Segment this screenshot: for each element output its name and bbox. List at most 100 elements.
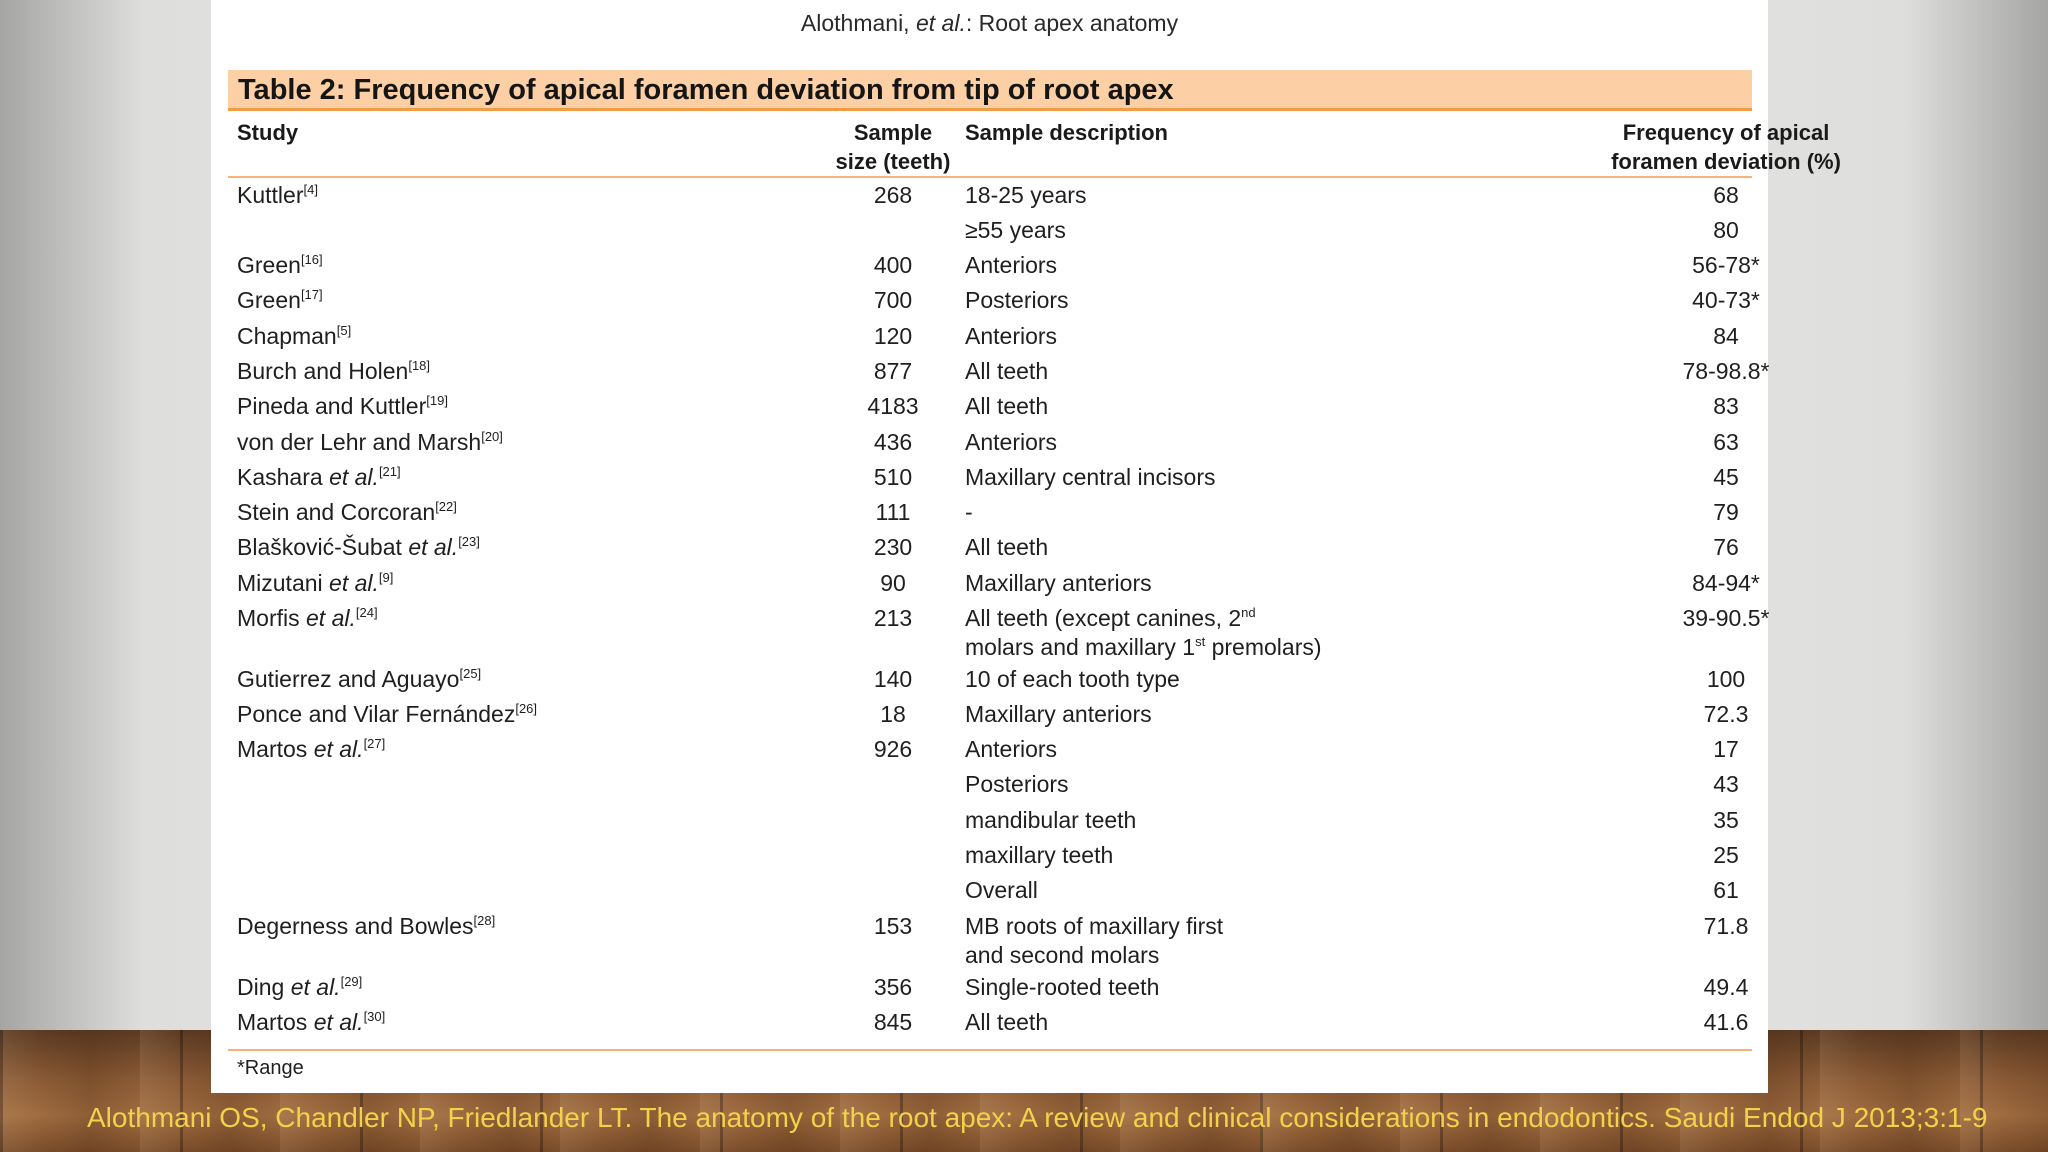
description-text: ≥55 years	[965, 217, 1066, 243]
running-head: Alothmani, et al.: Root apex anatomy	[211, 10, 1768, 37]
description-text: Maxillary anteriors	[965, 570, 1152, 596]
cell-frequency: 100	[1706, 666, 1746, 692]
cell-sample-description: 10 of each tooth type	[965, 665, 1180, 694]
study-name: Gutierrez and Aguayo	[237, 666, 460, 692]
cell-sample-size: 140	[873, 666, 913, 692]
study-name: Pineda and Kuttler	[237, 393, 427, 419]
cell-sample-size: 356	[873, 974, 913, 1000]
table-footnote: *Range	[237, 1057, 304, 1079]
cell-study: von der Lehr and Marsh[20]	[237, 428, 503, 457]
cell-study: Kashara et al.[21]	[237, 463, 401, 492]
slide-page: Alothmani, et al.: Root apex anatomy Tab…	[211, 0, 1841, 1093]
running-head-authors: Alothmani,	[800, 10, 910, 36]
description-text: 10 of each tooth type	[965, 666, 1180, 692]
cell-sample-description: Posteriors	[965, 286, 1069, 315]
description-text: All teeth	[965, 358, 1049, 384]
table-title: Table 2: Frequency of apical foramen dev…	[228, 70, 1752, 111]
cell-sample-description: All teeth (except canines, 2nd molars and…	[965, 604, 1322, 662]
description-text-line2: molars and maxillary 1	[965, 634, 1196, 660]
description-text: Maxillary anteriors	[965, 701, 1152, 727]
running-head-title: : Root apex anatomy	[965, 10, 1179, 36]
cell-frequency: 45	[1713, 464, 1739, 490]
header-study: Study	[237, 120, 299, 145]
description-text: All teeth	[965, 534, 1049, 560]
cell-frequency: 79	[1713, 499, 1739, 525]
cell-sample-size: 4183	[867, 393, 919, 419]
cell-sample-size: 700	[873, 287, 913, 313]
cell-sample-description: Maxillary central incisors	[965, 463, 1216, 492]
cell-sample-size: 510	[873, 464, 913, 490]
cell-frequency: 49.4	[1703, 974, 1749, 1000]
study-reference: [28]	[473, 913, 496, 928]
cell-sample-size: 436	[873, 429, 913, 455]
study-etal: et al.	[313, 1009, 364, 1035]
description-ordinal: st	[1195, 634, 1206, 649]
description-text-line2-end: premolars)	[1205, 634, 1322, 660]
study-reference: [9]	[378, 570, 394, 585]
description-text: mandibular teeth	[965, 807, 1137, 833]
cell-frequency: 76	[1713, 534, 1739, 560]
study-etal: et al.	[290, 974, 341, 1000]
cell-sample-size: 90	[880, 570, 906, 596]
description-text: Anteriors	[965, 736, 1058, 762]
study-name: Ding	[237, 974, 291, 1000]
description-text: Anteriors	[965, 252, 1058, 278]
cell-sample-size: 213	[873, 605, 913, 631]
study-etal: et al.	[329, 570, 379, 596]
cell-frequency: 72.3	[1703, 701, 1749, 727]
description-text: Anteriors	[965, 429, 1058, 455]
study-name: Morfis	[237, 605, 306, 631]
cell-sample-description: Overall	[965, 876, 1038, 905]
study-etal: et al.	[313, 736, 364, 762]
cell-frequency: 84-94*	[1692, 570, 1760, 596]
cell-frequency: 43	[1713, 771, 1739, 797]
cell-sample-description: Posteriors	[965, 770, 1069, 799]
cell-sample-description: Maxillary anteriors	[965, 569, 1152, 598]
header-frequency: Frequency of apical foramen deviation (%…	[1611, 118, 1841, 176]
study-reference: [19]	[426, 393, 448, 408]
study-name: Martos	[237, 736, 314, 762]
study-reference: [30]	[363, 1009, 386, 1024]
header-sample-description: Sample description	[965, 120, 1168, 145]
cell-sample-description: ≥55 years	[965, 216, 1066, 245]
cell-sample-description: All teeth	[965, 533, 1048, 562]
cell-frequency: 63	[1713, 429, 1739, 455]
cell-frequency: 84	[1713, 323, 1739, 349]
cell-frequency: 17	[1713, 736, 1739, 762]
cell-study: Martos et al.[30]	[237, 1008, 385, 1037]
description-text: 18-25 years	[965, 182, 1087, 208]
study-etal: et al.	[408, 534, 459, 560]
cell-study: Martos et al.[27]	[237, 735, 385, 764]
running-head-etal: et al.	[915, 10, 966, 36]
study-name: Green	[237, 287, 301, 313]
description-text: Overall	[965, 877, 1038, 903]
citation-caption: Alothmani OS, Chandler NP, Friedlander L…	[87, 1102, 1988, 1133]
cell-frequency: 71.8	[1703, 913, 1749, 939]
study-name: Martos	[237, 1009, 314, 1035]
study-reference: [29]	[340, 974, 363, 989]
description-text: All teeth	[965, 1009, 1049, 1035]
cell-study: Green[16]	[237, 251, 323, 280]
study-name: Chapman	[237, 323, 337, 349]
cell-sample-description: maxillary teeth	[965, 841, 1113, 870]
cell-frequency: 35	[1713, 807, 1739, 833]
cell-frequency: 56-78*	[1692, 252, 1760, 278]
study-name: Burch and Holen	[237, 358, 409, 384]
cell-sample-description: Anteriors	[965, 251, 1057, 280]
description-text: All teeth	[965, 393, 1049, 419]
header-rule	[228, 176, 1752, 178]
footer-rule	[228, 1049, 1752, 1051]
cell-sample-size: 845	[873, 1009, 913, 1035]
study-reference: [26]	[515, 701, 538, 716]
cell-sample-size: 111	[875, 499, 911, 525]
header-sample-size-line2: size (teeth)	[835, 149, 951, 174]
cell-sample-description: All teeth	[965, 357, 1048, 386]
cell-frequency: 25	[1713, 842, 1739, 868]
cell-study: Chapman[5]	[237, 322, 351, 351]
study-name: Kuttler	[237, 182, 304, 208]
cell-sample-size: 877	[873, 358, 913, 384]
study-name: Mizutani	[237, 570, 330, 596]
cell-study: Morfis et al.[24]	[237, 604, 378, 633]
study-reference: [27]	[363, 736, 386, 751]
cell-frequency: 41.6	[1703, 1009, 1749, 1035]
